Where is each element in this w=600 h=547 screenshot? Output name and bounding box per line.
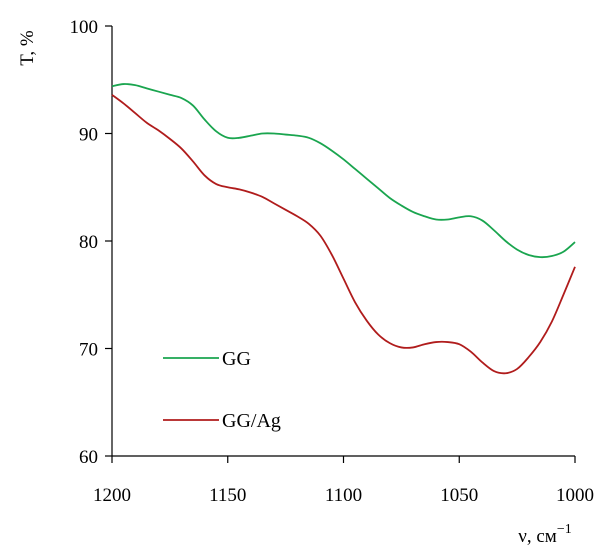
- legend: GG GG/Ag: [163, 348, 281, 432]
- series-line-gg: [111, 83, 576, 259]
- y-tick-label: 60: [79, 447, 98, 468]
- y-axis-title: T, %: [17, 30, 38, 66]
- x-tick-label: 1100: [325, 485, 362, 506]
- y-tick-label: 70: [79, 340, 98, 361]
- series-lines: [111, 83, 576, 375]
- y-tick-label: 80: [79, 232, 98, 253]
- x-axis-title: ν, см−1: [518, 522, 571, 547]
- legend-label-gg-ag: GG/Ag: [222, 410, 281, 432]
- x-tick-label: 1050: [440, 485, 478, 506]
- x-axis-title-text: ν, см: [518, 526, 557, 547]
- x-tick-label: 1150: [209, 485, 246, 506]
- series-line-gg-ag: [111, 94, 576, 375]
- y-tick-label: 90: [79, 125, 98, 146]
- x-tick-label: 1200: [93, 485, 131, 506]
- y-ticks: 60 70 80 90 100: [70, 17, 112, 468]
- legend-label-gg: GG: [222, 348, 251, 370]
- y-tick-label: 100: [70, 17, 99, 38]
- x-tick-label: 1000: [556, 485, 594, 506]
- x-ticks: 1200 1150 1100 1050 1000: [93, 456, 594, 506]
- x-axis-title-superscript: −1: [557, 522, 572, 537]
